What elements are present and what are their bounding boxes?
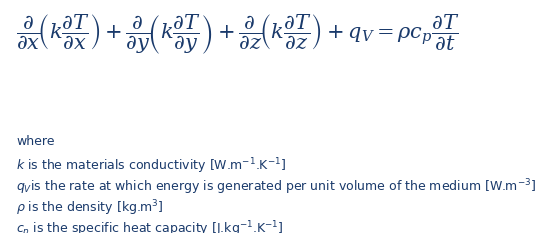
Text: $\dfrac{\partial}{\partial x}\!\left(k\dfrac{\partial T}{\partial x}\right) + \d: $\dfrac{\partial}{\partial x}\!\left(k\d…: [16, 12, 460, 56]
Text: where: where: [16, 135, 55, 148]
Text: $c_p$ is the specific heat capacity [J.kg$^{-1}$.K$^{-1}$]: $c_p$ is the specific heat capacity [J.k…: [16, 219, 284, 233]
Text: $\rho$ is the density [kg.m$^{3}$]: $\rho$ is the density [kg.m$^{3}$]: [16, 198, 164, 218]
Text: $q_V$is the rate at which energy is generated per unit volume of the medium [W.m: $q_V$is the rate at which energy is gene…: [16, 177, 536, 197]
Text: $k$ is the materials conductivity [W.m$^{-1}$.K$^{-1}$]: $k$ is the materials conductivity [W.m$^…: [16, 156, 287, 176]
